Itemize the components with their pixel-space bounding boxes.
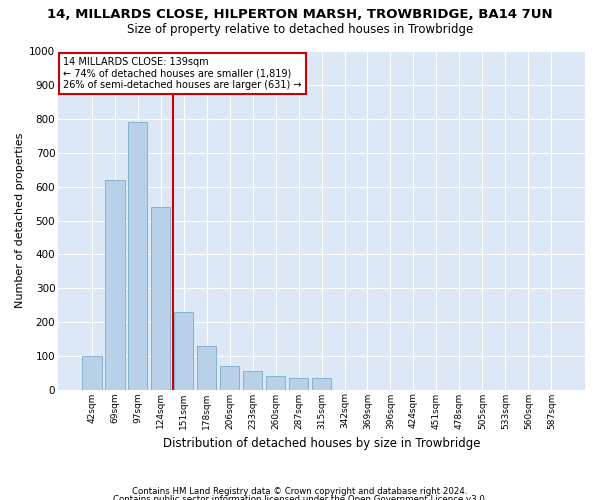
Bar [105, 180, 125, 390]
Bar [289, 378, 308, 390]
Bar [82, 356, 101, 390]
Text: Contains HM Land Registry data © Crown copyright and database right 2024.: Contains HM Land Registry data © Crown c… [132, 488, 468, 496]
Bar [312, 378, 331, 390]
Bar [151, 207, 170, 390]
Bar [266, 376, 286, 390]
Bar [243, 371, 262, 390]
Bar [220, 366, 239, 390]
Text: 14 MILLARDS CLOSE: 139sqm
← 74% of detached houses are smaller (1,819)
26% of se: 14 MILLARDS CLOSE: 139sqm ← 74% of detac… [64, 56, 302, 90]
Text: Size of property relative to detached houses in Trowbridge: Size of property relative to detached ho… [127, 22, 473, 36]
Bar [174, 312, 193, 390]
X-axis label: Distribution of detached houses by size in Trowbridge: Distribution of detached houses by size … [163, 437, 480, 450]
Text: Contains public sector information licensed under the Open Government Licence v3: Contains public sector information licen… [113, 495, 487, 500]
Text: 14, MILLARDS CLOSE, HILPERTON MARSH, TROWBRIDGE, BA14 7UN: 14, MILLARDS CLOSE, HILPERTON MARSH, TRO… [47, 8, 553, 20]
Bar [197, 346, 217, 390]
Bar [128, 122, 148, 390]
Y-axis label: Number of detached properties: Number of detached properties [15, 133, 25, 308]
